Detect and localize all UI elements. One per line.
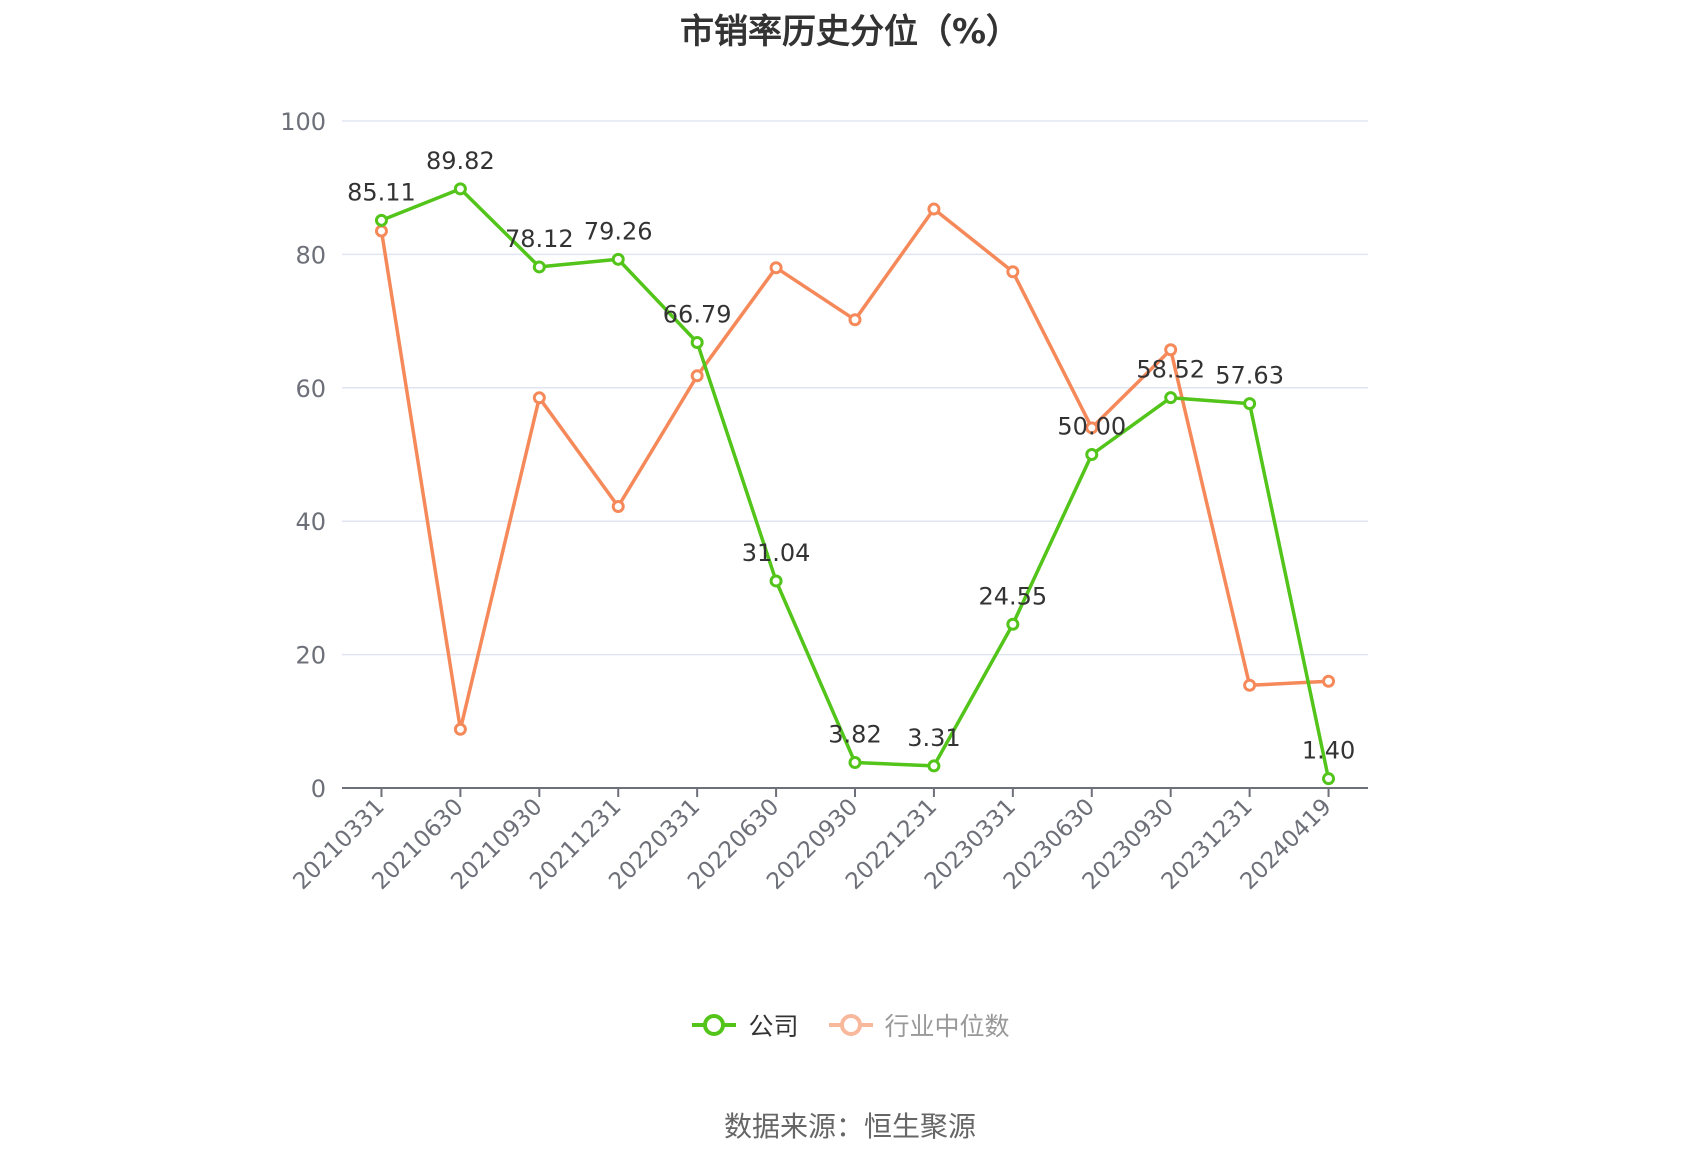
data-point-company: [611, 252, 625, 266]
data-label-company: 66.79: [663, 301, 732, 329]
data-point-company: [1164, 391, 1178, 405]
data-label-company: 50.00: [1057, 413, 1126, 441]
legend-label-company: 公司: [748, 1012, 799, 1041]
data-point-industry-median: [1164, 343, 1178, 357]
data-point-industry-median: [1085, 421, 1099, 435]
legend-item-industry-median[interactable]: 行业中位数: [827, 1007, 1010, 1043]
data-point-industry-median: [1006, 265, 1020, 279]
data-point-company: [1322, 772, 1336, 786]
data-point-industry-median: [1243, 678, 1257, 692]
data-point-company: [848, 756, 862, 770]
y-tick-label: 40: [295, 508, 326, 536]
data-label-company: 3.31: [907, 724, 960, 752]
data-point-company: [927, 759, 941, 773]
legend-line-marker-icon: [828, 1014, 873, 1036]
data-point-company: [532, 260, 546, 274]
data-source: 数据来源：恒生聚源: [723, 1110, 976, 1143]
y-tick-label: 80: [295, 241, 326, 269]
series-layer: [374, 182, 1336, 786]
legend-label-industry-median: 行业中位数: [884, 1012, 1010, 1041]
data-point-company: [769, 574, 783, 588]
data-point-industry-median: [611, 500, 625, 514]
grid-lines: [342, 120, 1368, 656]
legend-line-marker-icon: [692, 1014, 737, 1036]
series-line-company: [380, 187, 1331, 780]
data-point-company: [690, 336, 704, 350]
data-point-industry-median: [1322, 674, 1336, 688]
data-label-company: 89.82: [426, 147, 495, 175]
data-point-industry-median: [374, 224, 388, 238]
data-label-company: 57.63: [1215, 362, 1284, 390]
y-tick-label: 20: [295, 642, 326, 670]
data-label-company: 3.82: [828, 721, 881, 749]
y-tick-label: 0: [311, 775, 326, 803]
y-tick-label: 60: [295, 375, 326, 403]
data-label-company: 31.04: [742, 539, 811, 567]
data-label-company: 79.26: [584, 217, 653, 245]
data-point-industry-median: [690, 369, 704, 383]
data-point-company: [374, 213, 388, 227]
data-label-company: 58.52: [1136, 356, 1205, 384]
data-point-company: [1085, 448, 1099, 461]
data-point-company: [1006, 617, 1020, 631]
y-axis: 0 20 40 60 80 100: [280, 108, 326, 803]
data-label-company: 24.55: [978, 582, 1047, 610]
data-point-company: [453, 182, 467, 196]
y-tick-label: 100: [280, 108, 326, 136]
series-line-industry-median: [379, 207, 1329, 732]
data-label-company: 1.40: [1302, 737, 1355, 765]
data-point-industry-median: [532, 391, 546, 405]
data-point-company: [1243, 397, 1257, 411]
data-labels: 85.11 89.82 78.12 79.26 66.79 31.04 3.82 3.31 24…: [347, 147, 1355, 765]
legend: 公司 行业中位数: [0, 1005, 1700, 1045]
data-point-industry-median: [848, 313, 862, 327]
data-point-industry-median: [927, 202, 941, 216]
data-label-company: 85.11: [347, 178, 416, 206]
x-axis: 2021033120210630202109302021123120220331…: [289, 787, 1368, 895]
data-label-company: 78.12: [505, 225, 574, 253]
chart-title: 市销率历史分位（%）: [679, 12, 1021, 52]
data-point-industry-median: [769, 261, 783, 275]
data-point-industry-median: [453, 722, 467, 736]
legend-item-company[interactable]: 公司: [690, 1007, 799, 1043]
